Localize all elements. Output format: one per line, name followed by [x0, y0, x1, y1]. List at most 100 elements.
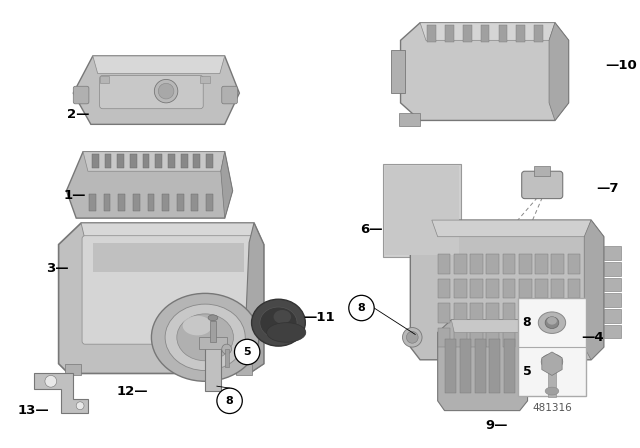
Bar — [454, 254, 467, 274]
Ellipse shape — [547, 317, 557, 325]
Bar — [604, 246, 621, 260]
Bar — [454, 279, 467, 298]
Bar — [502, 254, 515, 274]
Text: 8: 8 — [358, 303, 365, 313]
Bar — [504, 339, 515, 393]
Bar — [445, 25, 454, 42]
Bar — [454, 327, 467, 347]
Bar — [519, 327, 532, 347]
Bar — [502, 327, 515, 347]
Polygon shape — [420, 23, 555, 40]
Bar — [89, 194, 96, 211]
Bar — [516, 25, 525, 42]
Bar — [205, 342, 221, 391]
Bar — [130, 154, 137, 168]
Text: —11: —11 — [303, 311, 335, 324]
Polygon shape — [542, 352, 562, 375]
Bar — [118, 194, 125, 211]
Bar — [445, 339, 456, 393]
Bar — [470, 279, 483, 298]
Bar — [552, 279, 564, 298]
Polygon shape — [67, 152, 232, 218]
Bar — [552, 303, 564, 323]
Ellipse shape — [165, 304, 245, 370]
Bar — [225, 349, 228, 366]
Bar — [168, 154, 175, 168]
Bar — [65, 364, 81, 375]
Bar — [427, 25, 436, 42]
Text: 5: 5 — [243, 347, 251, 357]
Ellipse shape — [260, 307, 297, 338]
Polygon shape — [221, 152, 232, 218]
Bar — [568, 303, 580, 323]
Ellipse shape — [177, 314, 234, 361]
Bar — [391, 50, 405, 93]
Bar — [499, 25, 508, 42]
Bar — [210, 321, 216, 342]
Circle shape — [76, 402, 84, 409]
Polygon shape — [59, 223, 264, 374]
Bar — [143, 154, 150, 168]
Text: 12—: 12— — [117, 384, 148, 397]
Bar — [147, 194, 154, 211]
Ellipse shape — [538, 312, 566, 333]
Ellipse shape — [273, 310, 291, 323]
Text: 13—: 13— — [17, 404, 49, 417]
Ellipse shape — [208, 315, 218, 321]
Bar — [460, 339, 471, 393]
Ellipse shape — [267, 323, 306, 342]
Bar — [519, 303, 532, 323]
Bar — [470, 327, 483, 347]
Text: 1—: 1— — [63, 189, 86, 202]
Bar — [534, 25, 543, 42]
Ellipse shape — [545, 317, 559, 328]
Ellipse shape — [545, 387, 559, 395]
Bar — [162, 194, 169, 211]
Bar — [535, 279, 548, 298]
Bar — [535, 254, 548, 274]
Polygon shape — [401, 23, 568, 121]
Bar — [438, 303, 451, 323]
FancyBboxPatch shape — [73, 86, 89, 104]
Bar — [463, 25, 472, 42]
Bar — [200, 76, 210, 83]
Bar — [604, 309, 621, 323]
Polygon shape — [584, 220, 604, 360]
Bar — [552, 254, 564, 274]
Bar — [104, 194, 110, 211]
Bar — [475, 339, 486, 393]
Bar — [177, 194, 184, 211]
Bar — [133, 194, 140, 211]
Text: 8: 8 — [226, 396, 234, 406]
Circle shape — [217, 388, 243, 414]
Bar — [604, 325, 621, 338]
Bar — [502, 303, 515, 323]
Circle shape — [158, 83, 174, 99]
Polygon shape — [451, 320, 523, 332]
Bar — [92, 154, 99, 168]
Text: 9—: 9— — [486, 419, 508, 432]
Bar — [519, 279, 532, 298]
Bar — [568, 254, 580, 274]
Bar — [104, 154, 111, 168]
Bar — [490, 339, 500, 393]
Text: —10: —10 — [605, 59, 637, 72]
Bar — [206, 154, 213, 168]
Bar — [191, 194, 198, 211]
Text: 5: 5 — [523, 365, 531, 378]
Polygon shape — [81, 223, 254, 240]
FancyBboxPatch shape — [222, 86, 237, 104]
FancyBboxPatch shape — [82, 236, 254, 344]
Polygon shape — [432, 220, 591, 237]
Circle shape — [349, 295, 374, 321]
Bar — [180, 154, 188, 168]
Bar — [156, 154, 162, 168]
Circle shape — [222, 344, 232, 354]
Bar — [548, 368, 556, 397]
Bar — [481, 25, 490, 42]
Bar — [535, 303, 548, 323]
Circle shape — [234, 339, 260, 365]
FancyBboxPatch shape — [100, 76, 204, 109]
Bar — [502, 279, 515, 298]
Bar — [193, 154, 200, 168]
